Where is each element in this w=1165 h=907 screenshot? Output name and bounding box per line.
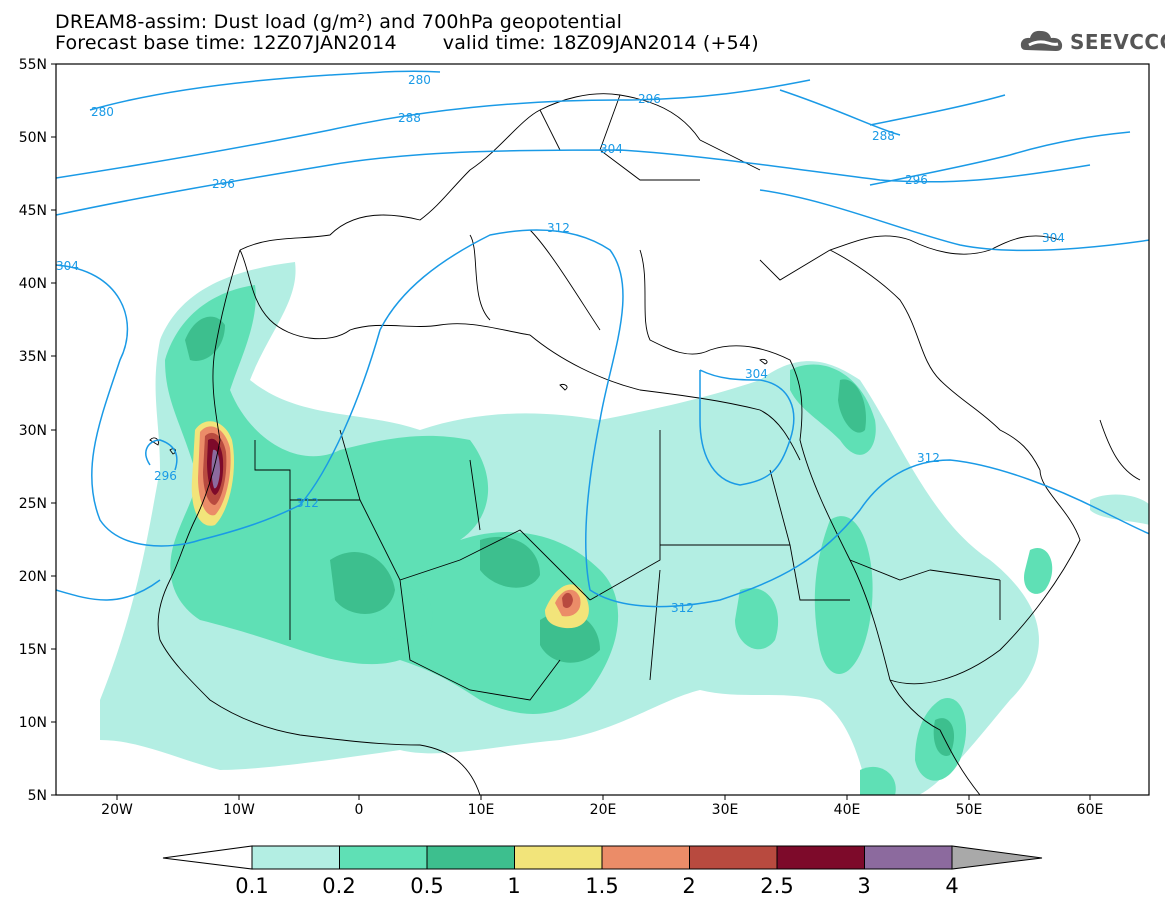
- lat-label: 5N: [28, 788, 47, 804]
- colorbar-label: 0.1: [235, 874, 268, 898]
- lat-label: 55N: [19, 57, 47, 73]
- lat-label: 45N: [19, 203, 47, 219]
- colorbar-label: 2.5: [760, 874, 793, 898]
- colorbar-cell: [601, 845, 690, 870]
- lat-label: 25N: [19, 496, 47, 512]
- colorbar-cell: [339, 845, 428, 870]
- colorbar-high-arrow: [951, 845, 1043, 870]
- contour-label: 304: [1042, 231, 1065, 245]
- colorbar-low-arrow: [162, 845, 253, 870]
- colorbar-cell: [689, 845, 778, 870]
- contour-label: 304: [745, 367, 768, 381]
- dust-hotspot-chad: [545, 584, 589, 629]
- colorbar-label: 3: [857, 874, 870, 898]
- lon-label: 0: [355, 802, 364, 818]
- contour-label: 296: [212, 177, 235, 191]
- lat-label: 10N: [19, 715, 47, 731]
- lon-label: 20W: [101, 802, 133, 818]
- contour-label: 304: [56, 259, 79, 273]
- contour-label: 288: [872, 129, 895, 143]
- contour-label: 312: [296, 496, 319, 510]
- lon-label: 10E: [468, 802, 495, 818]
- lon-label: 40E: [834, 802, 861, 818]
- colorbar-cell: [251, 845, 340, 870]
- contour-label: 296: [638, 92, 661, 106]
- contour-label: 296: [154, 469, 177, 483]
- contour-label: 304: [600, 142, 623, 156]
- colorbar: 0.1 0.2 0.5 1 1.5 2 2.5 3 4: [162, 845, 1043, 898]
- lon-label: 50E: [956, 802, 983, 818]
- cloud-icon: [1020, 30, 1063, 51]
- lat-label: 40N: [19, 276, 47, 292]
- logo-text: SEEVCCC: [1070, 30, 1165, 54]
- longitude-labels: 20W 10W 0 10E 20E 30E 40E 50E 60E: [101, 802, 1103, 818]
- lat-label: 30N: [19, 423, 47, 439]
- chart-subtitle: Forecast base time: 12Z07JAN2014 valid ti…: [55, 33, 759, 53]
- lat-label: 35N: [19, 349, 47, 365]
- contour-labels: 280 280 288 296 288 296 304 296 312 304 …: [56, 73, 1065, 615]
- colorbar-cell: [426, 845, 515, 870]
- colorbar-label: 0.5: [410, 874, 443, 898]
- lon-label: 20E: [590, 802, 617, 818]
- axis-ticks: [51, 63, 1091, 800]
- geopotential-contours: [56, 70, 1149, 608]
- contour-label: 280: [408, 73, 431, 87]
- coastlines-and-borders: [149, 93, 1141, 795]
- lat-label: 15N: [19, 642, 47, 658]
- colorbar-cell: [514, 845, 603, 870]
- lon-label: 30E: [712, 802, 739, 818]
- base-time: Forecast base time: 12Z07JAN2014: [55, 32, 397, 54]
- contour-label: 312: [547, 221, 570, 235]
- lat-label: 20N: [19, 569, 47, 585]
- contour-label: 296: [905, 173, 928, 187]
- colorbar-label: 2: [682, 874, 695, 898]
- lon-label: 10W: [223, 802, 255, 818]
- chart-title: DREAM8-assim: Dust load (g/m²) and 700hP…: [55, 11, 623, 33]
- lat-label: 50N: [19, 130, 47, 146]
- colorbar-label: 0.2: [322, 874, 355, 898]
- valid-time: valid time: 18Z09JAN2014 (+54): [442, 32, 759, 54]
- colorbar-cell: [864, 845, 953, 870]
- colorbar-label: 1: [507, 874, 520, 898]
- colorbar-label: 1.5: [585, 874, 618, 898]
- latitude-labels: 55N 50N 45N 40N 35N 30N 25N 20N 15N 10N …: [19, 57, 47, 804]
- contour-label: 288: [398, 111, 421, 125]
- contour-label: 312: [671, 601, 694, 615]
- contour-label: 312: [917, 451, 940, 465]
- colorbar-label: 4: [945, 874, 958, 898]
- seevccc-logo: SEEVCCC: [1018, 24, 1165, 58]
- contour-label: 280: [91, 105, 114, 119]
- colorbar-cell: [776, 845, 865, 870]
- lon-label: 60E: [1077, 802, 1104, 818]
